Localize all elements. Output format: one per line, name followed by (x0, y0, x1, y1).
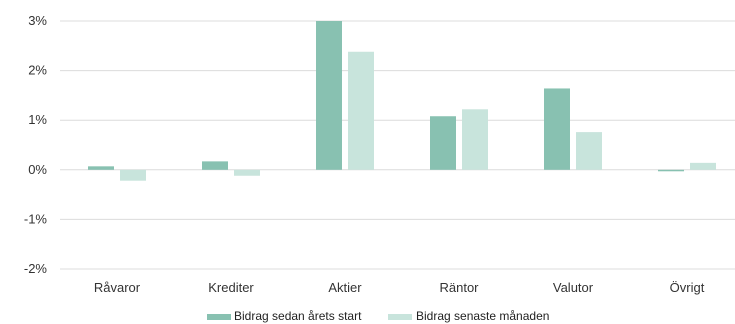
legend-label: Bidrag senaste månaden (416, 309, 549, 323)
bar-ytd-1 (202, 161, 228, 170)
y-tick-label: 3% (28, 13, 47, 28)
bar-ytd-3 (430, 116, 456, 170)
x-tick-label: Krediter (208, 280, 254, 295)
legend-swatch (207, 314, 231, 320)
y-tick-label: 2% (28, 63, 47, 78)
x-tick-label: Råvaror (94, 280, 141, 295)
gridlines (60, 20, 735, 270)
bar-month-0 (120, 169, 146, 181)
bar-month-3 (462, 109, 488, 170)
x-tick-label: Övrigt (670, 280, 705, 295)
y-axis-ticks: 3% 2% 1% 0% -1% -2% (24, 13, 48, 276)
bar-ytd-4 (544, 88, 570, 170)
bar-month-4 (576, 132, 602, 170)
y-tick-label: -2% (24, 261, 48, 276)
bar-month-5 (690, 162, 716, 170)
bar-ytd-0 (88, 166, 114, 170)
x-tick-label: Aktier (328, 280, 362, 295)
legend: Bidrag sedan årets start Bidrag senaste m… (207, 309, 549, 323)
x-tick-label: Räntor (439, 280, 479, 295)
bar-month-2 (348, 51, 374, 170)
legend-swatch (388, 314, 412, 320)
bar-ytd-2 (316, 21, 342, 170)
x-axis-labels: Råvaror Krediter Aktier Räntor Valutor Övrigt (94, 280, 705, 295)
bars (88, 21, 716, 181)
y-tick-label: 0% (28, 162, 47, 177)
bar-month-1 (234, 169, 260, 176)
bar-ytd-5 (658, 169, 684, 172)
legend-label: Bidrag sedan årets start (234, 309, 362, 323)
y-tick-label: -1% (24, 211, 48, 226)
x-tick-label: Valutor (553, 280, 594, 295)
y-tick-label: 1% (28, 112, 47, 127)
